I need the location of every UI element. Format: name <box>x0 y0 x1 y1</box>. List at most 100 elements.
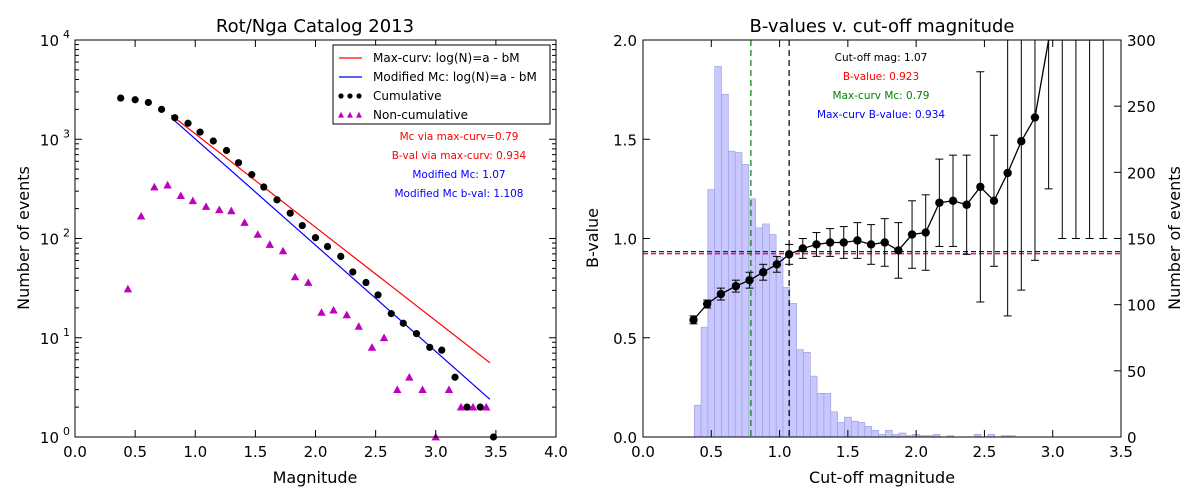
histogram-bar <box>809 375 818 438</box>
x-tick-label: 0.5 <box>699 443 723 461</box>
cumulative-point <box>426 343 434 351</box>
y2-tick-label: 0 <box>1127 429 1137 447</box>
cumulative-point <box>399 319 407 327</box>
legend-triangle-swatch <box>347 111 353 118</box>
x-tick-label: 3.0 <box>424 443 448 461</box>
histogram-bar <box>728 150 736 438</box>
cumulative-point <box>412 330 421 338</box>
cumulative-point <box>184 119 192 127</box>
x-tick-label: 3.0 <box>1041 443 1065 461</box>
noncumulative-point <box>379 333 389 342</box>
cumulative-point <box>234 159 243 167</box>
histogram-bar <box>885 430 893 438</box>
y-tick-label: 0.0 <box>613 429 637 447</box>
noncumulative-point <box>123 284 133 293</box>
chart-left-annotation: Mc via max-curv=0.79 <box>400 131 519 143</box>
chart-right-annotation: Cut-off mag: 1.07 <box>835 52 928 64</box>
cumulative-point <box>337 252 345 261</box>
x-tick-label: 2.0 <box>904 443 928 461</box>
cumulative-point <box>117 94 125 102</box>
noncumulative-point <box>201 202 211 210</box>
noncumulative-point <box>329 305 338 314</box>
noncumulative-point <box>354 322 363 330</box>
noncumulative-point <box>418 385 427 394</box>
histogram-bar <box>816 393 825 438</box>
histogram-bar <box>748 198 756 438</box>
cumulative-point <box>349 268 357 276</box>
y-tick-label: 10 <box>40 32 59 50</box>
legend-label: Cumulative <box>373 89 442 103</box>
chart-left-annotation: Modified Mc b-val: 1.108 <box>395 188 524 200</box>
x-tick-label: 1.0 <box>768 443 792 461</box>
x-tick-label: 2.5 <box>364 443 388 461</box>
y2-tick-label: 250 <box>1127 98 1156 116</box>
bvalue-point <box>812 240 821 249</box>
legend-label: Max-curv: log(N)=a - bM <box>373 51 520 65</box>
cumulative-point <box>463 403 471 411</box>
y-tick-label: 10 <box>40 330 59 348</box>
noncumulative-point <box>290 272 300 281</box>
chart-right-xlabel: Cut-off magnitude <box>809 468 955 487</box>
histogram-bar <box>734 152 743 438</box>
x-tick-label: 0.0 <box>63 443 87 461</box>
bvalue-point <box>784 250 794 259</box>
bvalue-point <box>880 238 889 247</box>
x-tick-label: 3.5 <box>1109 443 1133 461</box>
bvalue-point <box>798 244 807 253</box>
bvalue-point <box>921 228 930 237</box>
chart-left-title: Rot/Nga Catalog 2013 <box>216 16 414 37</box>
noncumulative-point <box>278 246 288 255</box>
legend-label: Non-cumulative <box>373 108 468 122</box>
legend-circle-swatch <box>356 93 362 99</box>
cumulative-point <box>144 98 152 107</box>
cumulative-point <box>298 221 306 230</box>
noncumulative-point <box>482 402 491 411</box>
x-tick-label: 2.5 <box>972 443 996 461</box>
noncumulative-point <box>215 205 224 214</box>
y-tick-label: 10 <box>40 231 59 249</box>
chart-left-xlabel: Magnitude <box>273 468 358 487</box>
y-tick-exponent: 2 <box>63 227 70 240</box>
x-tick-label: 3.5 <box>484 443 508 461</box>
y-tick-label: 10 <box>40 429 59 447</box>
y2-tick-label: 50 <box>1127 363 1146 381</box>
noncumulative-point <box>468 402 478 411</box>
bvalue-point <box>1030 113 1040 122</box>
noncumulative-point <box>150 182 159 191</box>
noncumulative-point <box>393 385 402 394</box>
chart-left-annotation: Modified Mc: 1.07 <box>412 169 505 181</box>
cumulative-point <box>438 346 446 354</box>
noncumulative-point <box>163 180 172 189</box>
cumulative-point <box>222 146 231 155</box>
legend-triangle-swatch <box>356 111 362 118</box>
chart-right-annotation: Max-curv Mc: 0.79 <box>833 90 930 102</box>
x-tick-label: 0.5 <box>123 443 147 461</box>
y-tick-exponent: 4 <box>63 28 70 41</box>
bvalue-point <box>976 182 985 192</box>
histogram-bar <box>857 422 866 438</box>
bvalue-point <box>948 196 958 205</box>
bvalue-point <box>989 196 999 205</box>
y-tick-label: 2.0 <box>613 32 637 50</box>
noncumulative-point <box>240 218 249 226</box>
chart-left-annotation: B-val via max-curv: 0.934 <box>392 150 527 162</box>
cumulative-point <box>311 234 320 242</box>
cumulative-point <box>387 310 395 318</box>
y-tick-label: 0.5 <box>613 330 637 348</box>
bvalue-point <box>716 289 726 299</box>
cumulative-point <box>260 183 268 191</box>
cumulative-point <box>476 403 484 411</box>
bvalue-point <box>731 281 741 291</box>
chart-right-ylabel: B-value <box>583 208 602 268</box>
fit-line-1 <box>170 117 491 400</box>
bvalue-point <box>853 236 862 245</box>
noncumulative-point <box>367 343 377 351</box>
cumulative-point <box>157 105 166 113</box>
noncumulative-point <box>188 196 198 205</box>
histogram-bar <box>693 404 702 438</box>
x-tick-label: 0.0 <box>631 443 655 461</box>
histogram-bar <box>789 303 797 438</box>
y-tick-label: 1.5 <box>613 131 637 149</box>
histogram-bar <box>796 349 804 438</box>
